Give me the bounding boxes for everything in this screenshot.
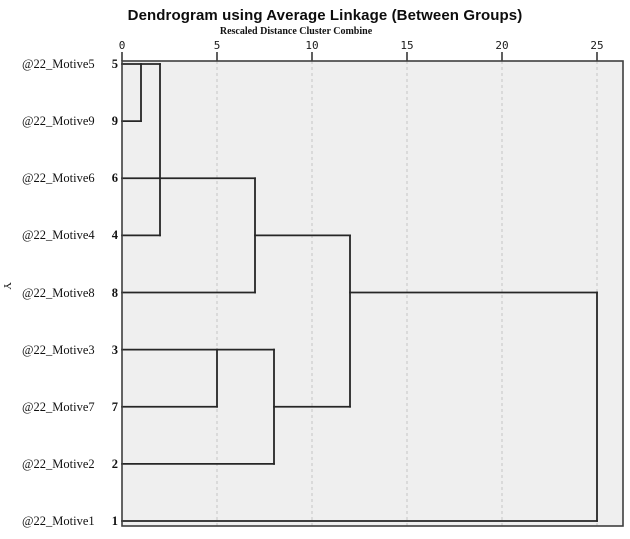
case-number: 2 <box>111 456 118 471</box>
case-number: 8 <box>111 285 118 300</box>
axis-tick-label: 10 <box>305 39 319 52</box>
case-label: @22_Motive8 <box>22 285 95 300</box>
case-number: 5 <box>111 57 118 71</box>
plot-background <box>122 61 623 526</box>
case-label: @22_Motive3 <box>22 342 95 357</box>
case-label: @22_Motive9 <box>22 114 95 129</box>
axis-tick-label: 25 <box>590 39 604 52</box>
case-label: @22_Motive1 <box>22 514 95 528</box>
case-label: @22_Motive2 <box>22 456 95 471</box>
case-number: 1 <box>111 514 118 528</box>
chart-subtitle: Rescaled Distance Cluster Combine <box>219 26 373 37</box>
case-number: 9 <box>111 114 118 129</box>
axis-ticks <box>121 52 598 61</box>
axis-tick-label: 20 <box>495 39 509 52</box>
case-number: 4 <box>111 228 118 243</box>
axis-tick-label: 0 <box>118 39 126 52</box>
plot-frame <box>121 60 624 527</box>
case-label: @22_Motive7 <box>22 399 95 414</box>
case-label: @22_Motive4 <box>22 228 95 243</box>
dendrogram-lines <box>121 63 598 522</box>
axis-tick-label: 15 <box>400 39 414 52</box>
axis-tick-label: 5 <box>213 39 221 52</box>
case-number: 3 <box>111 342 118 357</box>
case-number: 7 <box>111 399 118 414</box>
case-label: @22_Motive5 <box>22 57 95 71</box>
chart-title: Dendrogram using Average Linkage (Betwee… <box>127 7 523 24</box>
case-label: @22_Motive6 <box>22 171 95 186</box>
case-number: 6 <box>111 171 118 186</box>
